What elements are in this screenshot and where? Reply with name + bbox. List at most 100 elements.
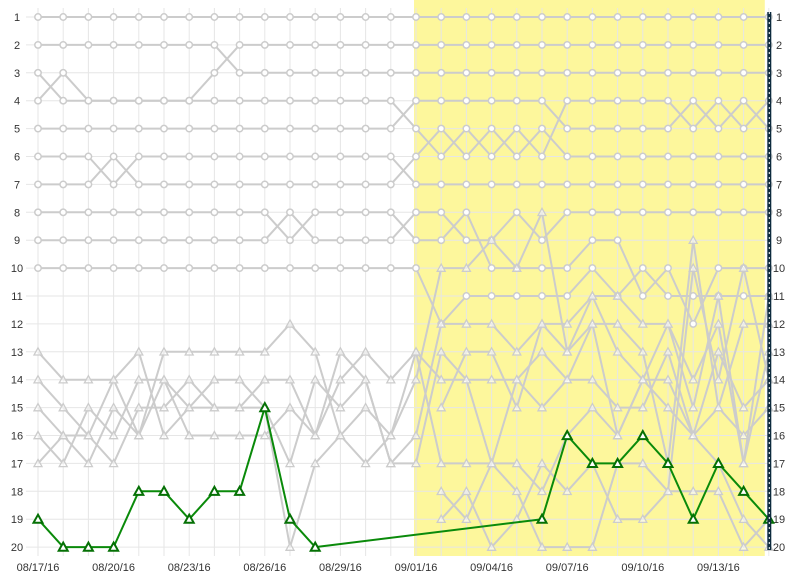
series-point bbox=[286, 13, 294, 21]
series-point bbox=[410, 458, 422, 468]
series-point bbox=[386, 68, 395, 77]
series-point bbox=[462, 236, 471, 245]
series-point bbox=[587, 374, 598, 384]
series-point bbox=[210, 264, 219, 273]
series-point bbox=[83, 458, 94, 468]
series-point bbox=[260, 13, 269, 21]
series-point bbox=[739, 292, 748, 300]
series-point bbox=[538, 292, 546, 300]
series-point bbox=[34, 40, 42, 49]
series-point bbox=[412, 13, 420, 21]
series-point bbox=[210, 13, 219, 21]
series-point bbox=[462, 180, 471, 189]
series-point bbox=[412, 68, 420, 77]
highlight-series-point bbox=[561, 428, 574, 441]
series-point bbox=[385, 430, 396, 440]
series-point bbox=[486, 234, 497, 245]
series-point bbox=[134, 264, 143, 273]
series-point bbox=[109, 152, 118, 161]
y-tick-label-left: 8 bbox=[14, 207, 20, 219]
series-point bbox=[58, 458, 69, 468]
series-point bbox=[664, 264, 672, 273]
series-point bbox=[185, 13, 194, 21]
series-point bbox=[714, 68, 723, 77]
series-point bbox=[613, 68, 622, 77]
series-point bbox=[158, 346, 170, 356]
series-point bbox=[311, 180, 320, 189]
series-point bbox=[563, 68, 572, 77]
x-tick-label: 08/20/16 bbox=[92, 562, 135, 574]
series-point bbox=[83, 374, 94, 384]
highlight-series-point bbox=[107, 540, 120, 552]
series-point bbox=[58, 374, 69, 384]
series-point bbox=[108, 374, 119, 384]
series-point bbox=[613, 13, 622, 21]
series-point bbox=[613, 124, 622, 133]
series-point bbox=[311, 236, 320, 245]
series-point bbox=[59, 96, 68, 105]
series-point bbox=[84, 152, 93, 161]
y-tick-label-left: 18 bbox=[11, 486, 23, 498]
series-point bbox=[336, 124, 345, 133]
series-point bbox=[437, 152, 446, 161]
series-point bbox=[664, 13, 672, 21]
series-point bbox=[436, 402, 447, 412]
series-point bbox=[688, 374, 699, 384]
series-point bbox=[32, 374, 44, 384]
series-point bbox=[134, 152, 143, 161]
series-point bbox=[487, 180, 496, 189]
series-point bbox=[738, 262, 749, 272]
series-point bbox=[234, 402, 245, 412]
series-point bbox=[637, 346, 648, 356]
series-point bbox=[461, 374, 472, 384]
series-point bbox=[158, 430, 170, 440]
highlight-series-point bbox=[208, 484, 221, 496]
series-point bbox=[185, 264, 194, 273]
series-point bbox=[536, 541, 548, 551]
series-point bbox=[335, 374, 346, 384]
series-point bbox=[185, 40, 194, 49]
series-point bbox=[259, 430, 270, 440]
series-point bbox=[461, 318, 472, 328]
series-point bbox=[536, 318, 548, 328]
series-point bbox=[738, 513, 749, 524]
series-point bbox=[638, 124, 647, 133]
series-point bbox=[713, 485, 724, 496]
series-point bbox=[361, 152, 370, 161]
series-point bbox=[713, 374, 724, 384]
series-point bbox=[234, 430, 245, 440]
series-point bbox=[487, 264, 496, 273]
series-point bbox=[235, 68, 244, 77]
series-point bbox=[209, 402, 220, 412]
series-point bbox=[739, 180, 748, 189]
series-point bbox=[588, 124, 597, 133]
series-point bbox=[284, 458, 296, 468]
y-tick-label-right: 5 bbox=[776, 124, 782, 136]
series-point bbox=[158, 374, 170, 384]
series-point bbox=[538, 152, 546, 161]
highlight-series-point bbox=[132, 484, 145, 496]
series-point bbox=[587, 318, 598, 328]
series-point bbox=[260, 264, 269, 273]
series-point bbox=[436, 513, 447, 524]
series-line bbox=[37, 350, 770, 549]
series-point bbox=[84, 180, 93, 189]
highlight-series-point bbox=[57, 540, 70, 552]
highlight-series-point bbox=[183, 512, 196, 524]
series-point bbox=[638, 152, 647, 161]
series-point bbox=[437, 40, 446, 49]
series-point bbox=[32, 402, 44, 412]
series-point bbox=[714, 13, 723, 21]
series-point bbox=[612, 290, 623, 300]
x-tick-label: 08/17/16 bbox=[17, 562, 60, 574]
series-point bbox=[689, 68, 698, 77]
series-point bbox=[311, 152, 320, 161]
series-point bbox=[235, 124, 244, 133]
series-point bbox=[59, 236, 68, 245]
series-point bbox=[461, 513, 472, 524]
series-point bbox=[310, 374, 321, 384]
series-point bbox=[59, 152, 68, 161]
y-tick-label-right: 7 bbox=[776, 179, 782, 191]
series-point bbox=[638, 13, 647, 21]
